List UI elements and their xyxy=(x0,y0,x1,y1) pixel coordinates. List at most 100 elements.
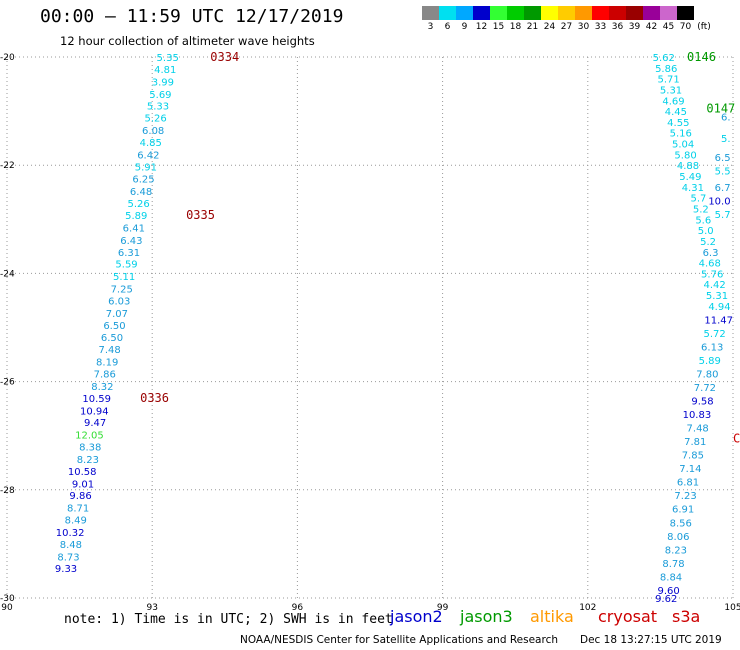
legend-swatch xyxy=(541,6,558,20)
wave-height-label: 6.81 xyxy=(677,478,699,489)
wave-height-label: 4.94 xyxy=(708,302,730,313)
wave-height-label: 7.14 xyxy=(679,464,701,475)
legend-label: 39 xyxy=(628,22,641,32)
legend-label: 18 xyxy=(509,22,522,32)
wave-height-label: 7.48 xyxy=(98,345,120,356)
wave-height-label: 8.23 xyxy=(77,455,99,466)
wave-height-label: 8.71 xyxy=(67,504,89,515)
satellite-label: s3a xyxy=(672,607,701,626)
x-tick-label: 96 xyxy=(292,603,304,613)
wave-height-label: 6.41 xyxy=(123,223,145,234)
wave-height-label: 4.69 xyxy=(662,96,684,107)
legend-label: 45 xyxy=(662,22,675,32)
time-annotation: 0336 xyxy=(140,391,169,405)
wave-height-label: 6.48 xyxy=(130,187,152,198)
footer-credit: NOAA/NESDIS Center for Satellite Applica… xyxy=(240,634,558,646)
satellite-label: jason2 xyxy=(390,607,443,626)
chart-subtitle: 12 hour collection of altimeter wave hei… xyxy=(60,34,315,48)
chart-title: 00:00 – 11:59 UTC 12/17/2019 xyxy=(40,6,344,27)
legend-swatch xyxy=(575,6,592,20)
x-tick-label: 99 xyxy=(437,603,449,613)
wave-height-label: 6.13 xyxy=(701,342,723,353)
legend-label: 3 xyxy=(427,22,434,32)
legend-label: 24 xyxy=(543,22,556,32)
wave-height-label: 4.88 xyxy=(677,161,699,172)
legend-swatch xyxy=(609,6,626,20)
wave-height-label: 6.42 xyxy=(137,150,159,161)
wave-height-label: 7.48 xyxy=(687,424,709,435)
y-tick-label: -20 xyxy=(0,53,15,63)
wave-height-label: 10.83 xyxy=(683,410,712,421)
time-annotation: 0335 xyxy=(186,208,215,222)
legend-swatch xyxy=(677,6,694,20)
wave-height-label: 8.32 xyxy=(91,382,113,393)
wave-height-label: 5.86 xyxy=(655,64,677,75)
y-tick-label: -30 xyxy=(0,594,15,604)
wave-height-label: 5.26 xyxy=(128,199,150,210)
legend-swatch xyxy=(524,6,541,20)
wave-height-label: 9.62 xyxy=(655,594,677,605)
wave-height-label: 5.31 xyxy=(706,291,728,302)
wave-height-label: 5.16 xyxy=(670,129,692,140)
wave-height-label: 4.68 xyxy=(699,259,721,270)
wave-height-label: 9.58 xyxy=(691,397,713,408)
wave-height-label: 7.07 xyxy=(106,309,128,320)
wave-height-label: 6.3 xyxy=(703,248,719,259)
wave-height-label: 8.48 xyxy=(60,540,82,551)
wave-height-label: 9.01 xyxy=(72,479,94,490)
legend-swatch xyxy=(626,6,643,20)
legend-label: 27 xyxy=(560,22,573,32)
x-tick-label: 90 xyxy=(1,603,13,613)
wave-height-label: 5.49 xyxy=(679,172,701,183)
wave-height-label: 7.81 xyxy=(684,437,706,448)
wave-height-label: 5.89 xyxy=(125,211,147,222)
legend-swatch xyxy=(558,6,575,20)
wave-height-label: 5.2 xyxy=(693,204,709,215)
wave-height-label: 8.23 xyxy=(665,545,687,556)
wave-height-label: 4.31 xyxy=(682,183,704,194)
wave-height-label: 6.25 xyxy=(132,175,154,186)
wave-height-label: 5.2 xyxy=(700,237,716,248)
wave-height-label: 10.0 xyxy=(708,196,730,207)
wave-height-label: 6.08 xyxy=(142,126,164,137)
wave-height-label: 5.59 xyxy=(115,260,137,271)
note-text: note: 1) Time is in UTC; 2) SWH is in fe… xyxy=(64,612,393,627)
x-tick-label: 105 xyxy=(724,603,740,613)
legend-label: 30 xyxy=(577,22,590,32)
wave-height-label: 4.42 xyxy=(703,280,725,291)
wave-height-label: 5.33 xyxy=(147,102,169,113)
wave-height-label: 5.91 xyxy=(135,162,157,173)
wave-height-label: 3.99 xyxy=(152,77,174,88)
legend-label: 9 xyxy=(461,22,468,32)
wave-height-label: 10.32 xyxy=(56,528,85,539)
wave-height-label: 8.06 xyxy=(667,532,689,543)
x-tick-label: 102 xyxy=(579,603,596,613)
legend-swatch xyxy=(643,6,660,20)
wave-height-label: 11.47 xyxy=(704,315,733,326)
wave-height-label: 10.94 xyxy=(80,406,109,417)
legend-swatch xyxy=(422,6,439,20)
wave-height-label: 7.25 xyxy=(111,285,133,296)
y-tick-label: -22 xyxy=(0,161,15,171)
satellite-label: jason3 xyxy=(460,607,513,626)
wave-height-label: 7.72 xyxy=(694,383,716,394)
wave-height-label: 12.05 xyxy=(75,431,104,442)
wave-height-label: 8.84 xyxy=(660,572,682,583)
wave-height-label: 9.86 xyxy=(69,491,91,502)
wave-height-label: 5.7 xyxy=(690,194,706,205)
wave-height-label: 5.5 xyxy=(715,167,731,178)
wave-height-label: 7.23 xyxy=(674,491,696,502)
wave-height-label: 6.5 xyxy=(715,153,731,164)
wave-height-label: 5.71 xyxy=(657,75,679,86)
wave-height-label: 4.45 xyxy=(665,107,687,118)
wave-height-label: 8.78 xyxy=(662,559,684,570)
wave-height-label: 6.91 xyxy=(672,505,694,516)
wave-height-label: 5.11 xyxy=(113,272,135,283)
legend-swatch xyxy=(592,6,609,20)
legend-label: 70 xyxy=(679,22,692,32)
wave-height-label: 5.76 xyxy=(701,269,723,280)
satellite-label: cryosat xyxy=(598,607,658,626)
wave-height-label: 5.26 xyxy=(144,114,166,125)
y-tick-label: -24 xyxy=(0,269,15,279)
